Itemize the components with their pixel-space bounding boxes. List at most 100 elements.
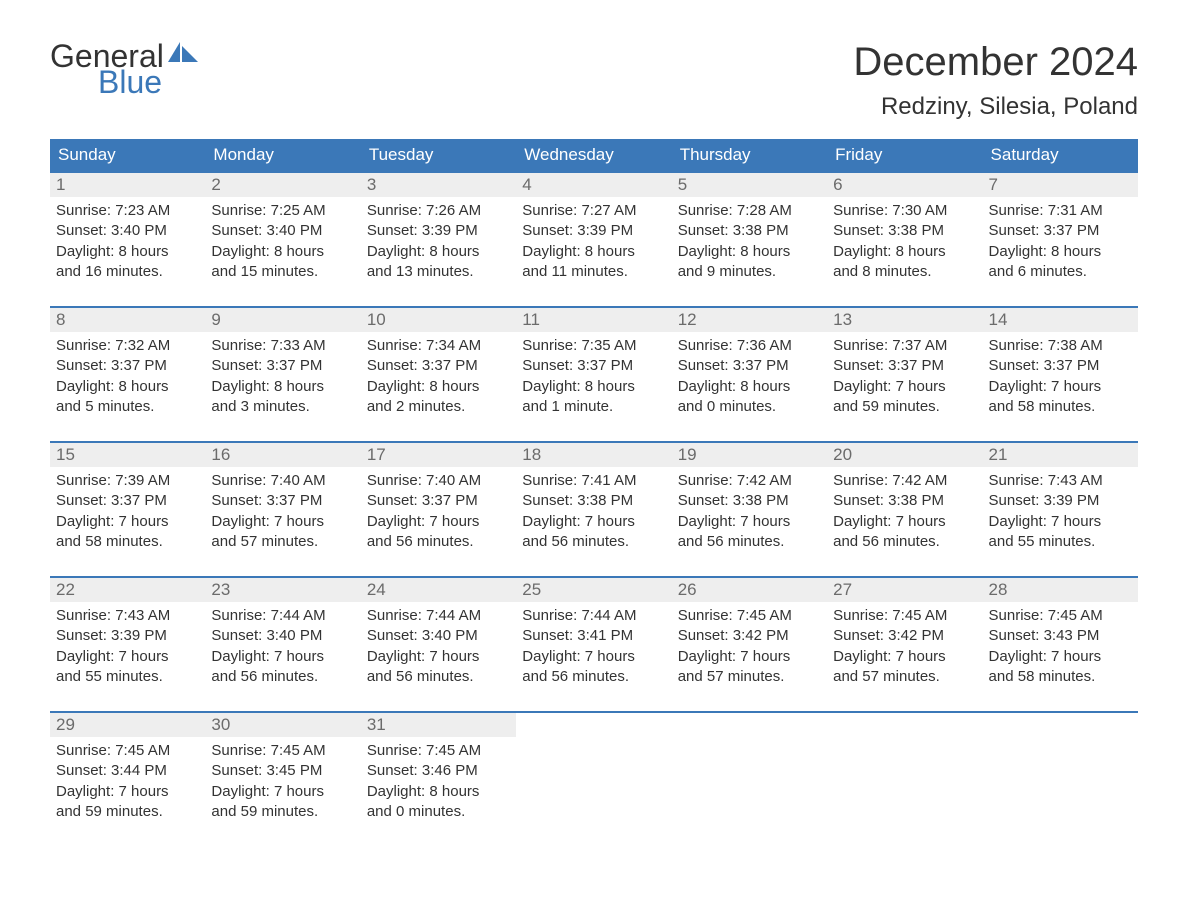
detail-line: and 56 minutes. xyxy=(211,667,354,687)
detail-line: Daylight: 7 hours xyxy=(678,512,821,532)
detail-line: Sunrise: 7:43 AM xyxy=(989,471,1132,491)
detail-line: Sunset: 3:39 PM xyxy=(367,221,510,241)
detail-line: Sunset: 3:40 PM xyxy=(367,626,510,646)
calendar-cell: 23Sunrise: 7:44 AMSunset: 3:40 PMDayligh… xyxy=(205,578,360,691)
day-details: Sunrise: 7:39 AMSunset: 3:37 PMDaylight:… xyxy=(50,467,205,556)
detail-line: Sunset: 3:38 PM xyxy=(522,491,665,511)
calendar-cell: 29Sunrise: 7:45 AMSunset: 3:44 PMDayligh… xyxy=(50,713,205,826)
day-details: Sunrise: 7:45 AMSunset: 3:45 PMDaylight:… xyxy=(205,737,360,826)
day-details: Sunrise: 7:26 AMSunset: 3:39 PMDaylight:… xyxy=(361,197,516,286)
detail-line: Sunset: 3:44 PM xyxy=(56,761,199,781)
detail-line: Daylight: 8 hours xyxy=(56,242,199,262)
calendar-cell: 15Sunrise: 7:39 AMSunset: 3:37 PMDayligh… xyxy=(50,443,205,556)
detail-line: Daylight: 8 hours xyxy=(522,377,665,397)
week-row: 1Sunrise: 7:23 AMSunset: 3:40 PMDaylight… xyxy=(50,171,1138,286)
day-details: Sunrise: 7:25 AMSunset: 3:40 PMDaylight:… xyxy=(205,197,360,286)
detail-line: and 3 minutes. xyxy=(211,397,354,417)
day-details: Sunrise: 7:30 AMSunset: 3:38 PMDaylight:… xyxy=(827,197,982,286)
detail-line: Sunrise: 7:44 AM xyxy=(367,606,510,626)
detail-line: Sunset: 3:42 PM xyxy=(833,626,976,646)
calendar-cell: 18Sunrise: 7:41 AMSunset: 3:38 PMDayligh… xyxy=(516,443,671,556)
detail-line: and 11 minutes. xyxy=(522,262,665,282)
detail-line: Daylight: 7 hours xyxy=(211,647,354,667)
calendar-cell: 11Sunrise: 7:35 AMSunset: 3:37 PMDayligh… xyxy=(516,308,671,421)
weeks-container: 1Sunrise: 7:23 AMSunset: 3:40 PMDaylight… xyxy=(50,171,1138,826)
detail-line: Sunset: 3:37 PM xyxy=(367,491,510,511)
day-details: Sunrise: 7:45 AMSunset: 3:46 PMDaylight:… xyxy=(361,737,516,826)
detail-line: Daylight: 7 hours xyxy=(989,647,1132,667)
calendar-cell: 13Sunrise: 7:37 AMSunset: 3:37 PMDayligh… xyxy=(827,308,982,421)
week-row: 15Sunrise: 7:39 AMSunset: 3:37 PMDayligh… xyxy=(50,441,1138,556)
day-number: 9 xyxy=(205,308,360,332)
detail-line: Sunrise: 7:31 AM xyxy=(989,201,1132,221)
detail-line: Daylight: 7 hours xyxy=(989,377,1132,397)
detail-line: Daylight: 8 hours xyxy=(989,242,1132,262)
detail-line: Daylight: 8 hours xyxy=(678,377,821,397)
detail-line: Sunset: 3:37 PM xyxy=(989,221,1132,241)
detail-line: Daylight: 7 hours xyxy=(56,782,199,802)
day-number: 24 xyxy=(361,578,516,602)
day-number: 17 xyxy=(361,443,516,467)
detail-line: and 56 minutes. xyxy=(522,667,665,687)
day-number: 31 xyxy=(361,713,516,737)
calendar-cell: 22Sunrise: 7:43 AMSunset: 3:39 PMDayligh… xyxy=(50,578,205,691)
detail-line: and 1 minute. xyxy=(522,397,665,417)
day-details: Sunrise: 7:44 AMSunset: 3:40 PMDaylight:… xyxy=(205,602,360,691)
detail-line: Sunrise: 7:32 AM xyxy=(56,336,199,356)
day-number: 5 xyxy=(672,173,827,197)
detail-line: Sunrise: 7:45 AM xyxy=(989,606,1132,626)
detail-line: Daylight: 7 hours xyxy=(522,512,665,532)
day-details: Sunrise: 7:45 AMSunset: 3:42 PMDaylight:… xyxy=(672,602,827,691)
day-number: 12 xyxy=(672,308,827,332)
day-number: 1 xyxy=(50,173,205,197)
detail-line: and 59 minutes. xyxy=(56,802,199,822)
day-number: 22 xyxy=(50,578,205,602)
detail-line: and 0 minutes. xyxy=(678,397,821,417)
detail-line: Sunrise: 7:45 AM xyxy=(211,741,354,761)
day-number: 23 xyxy=(205,578,360,602)
detail-line: Daylight: 7 hours xyxy=(56,512,199,532)
calendar-cell: 26Sunrise: 7:45 AMSunset: 3:42 PMDayligh… xyxy=(672,578,827,691)
day-details: Sunrise: 7:45 AMSunset: 3:42 PMDaylight:… xyxy=(827,602,982,691)
detail-line: Sunset: 3:39 PM xyxy=(56,626,199,646)
calendar-cell: 27Sunrise: 7:45 AMSunset: 3:42 PMDayligh… xyxy=(827,578,982,691)
detail-line: Sunrise: 7:27 AM xyxy=(522,201,665,221)
detail-line: Sunset: 3:38 PM xyxy=(833,221,976,241)
detail-line: Sunrise: 7:36 AM xyxy=(678,336,821,356)
day-header-friday: Friday xyxy=(827,139,982,171)
day-header-row: Sunday Monday Tuesday Wednesday Thursday… xyxy=(50,139,1138,171)
detail-line: and 9 minutes. xyxy=(678,262,821,282)
day-details: Sunrise: 7:45 AMSunset: 3:43 PMDaylight:… xyxy=(983,602,1138,691)
detail-line: Sunrise: 7:26 AM xyxy=(367,201,510,221)
detail-line: Sunrise: 7:30 AM xyxy=(833,201,976,221)
detail-line: Sunrise: 7:43 AM xyxy=(56,606,199,626)
detail-line: and 58 minutes. xyxy=(989,397,1132,417)
detail-line: Sunset: 3:45 PM xyxy=(211,761,354,781)
day-details: Sunrise: 7:44 AMSunset: 3:40 PMDaylight:… xyxy=(361,602,516,691)
detail-line: Sunset: 3:37 PM xyxy=(678,356,821,376)
detail-line: Daylight: 7 hours xyxy=(833,512,976,532)
day-header-tuesday: Tuesday xyxy=(361,139,516,171)
calendar-cell xyxy=(672,713,827,826)
detail-line: and 58 minutes. xyxy=(989,667,1132,687)
detail-line: Sunrise: 7:25 AM xyxy=(211,201,354,221)
calendar-cell: 16Sunrise: 7:40 AMSunset: 3:37 PMDayligh… xyxy=(205,443,360,556)
day-details: Sunrise: 7:23 AMSunset: 3:40 PMDaylight:… xyxy=(50,197,205,286)
day-number: 16 xyxy=(205,443,360,467)
detail-line: Sunrise: 7:40 AM xyxy=(367,471,510,491)
day-number: 4 xyxy=(516,173,671,197)
day-details: Sunrise: 7:45 AMSunset: 3:44 PMDaylight:… xyxy=(50,737,205,826)
detail-line: and 56 minutes. xyxy=(367,532,510,552)
detail-line: and 0 minutes. xyxy=(367,802,510,822)
day-details: Sunrise: 7:44 AMSunset: 3:41 PMDaylight:… xyxy=(516,602,671,691)
day-details: Sunrise: 7:28 AMSunset: 3:38 PMDaylight:… xyxy=(672,197,827,286)
day-details: Sunrise: 7:37 AMSunset: 3:37 PMDaylight:… xyxy=(827,332,982,421)
detail-line: Sunrise: 7:35 AM xyxy=(522,336,665,356)
flag-icon xyxy=(168,42,198,66)
detail-line: Sunset: 3:42 PM xyxy=(678,626,821,646)
detail-line: Sunrise: 7:45 AM xyxy=(678,606,821,626)
detail-line: Sunrise: 7:37 AM xyxy=(833,336,976,356)
detail-line: Daylight: 8 hours xyxy=(367,377,510,397)
detail-line: Daylight: 7 hours xyxy=(211,512,354,532)
day-header-wednesday: Wednesday xyxy=(516,139,671,171)
